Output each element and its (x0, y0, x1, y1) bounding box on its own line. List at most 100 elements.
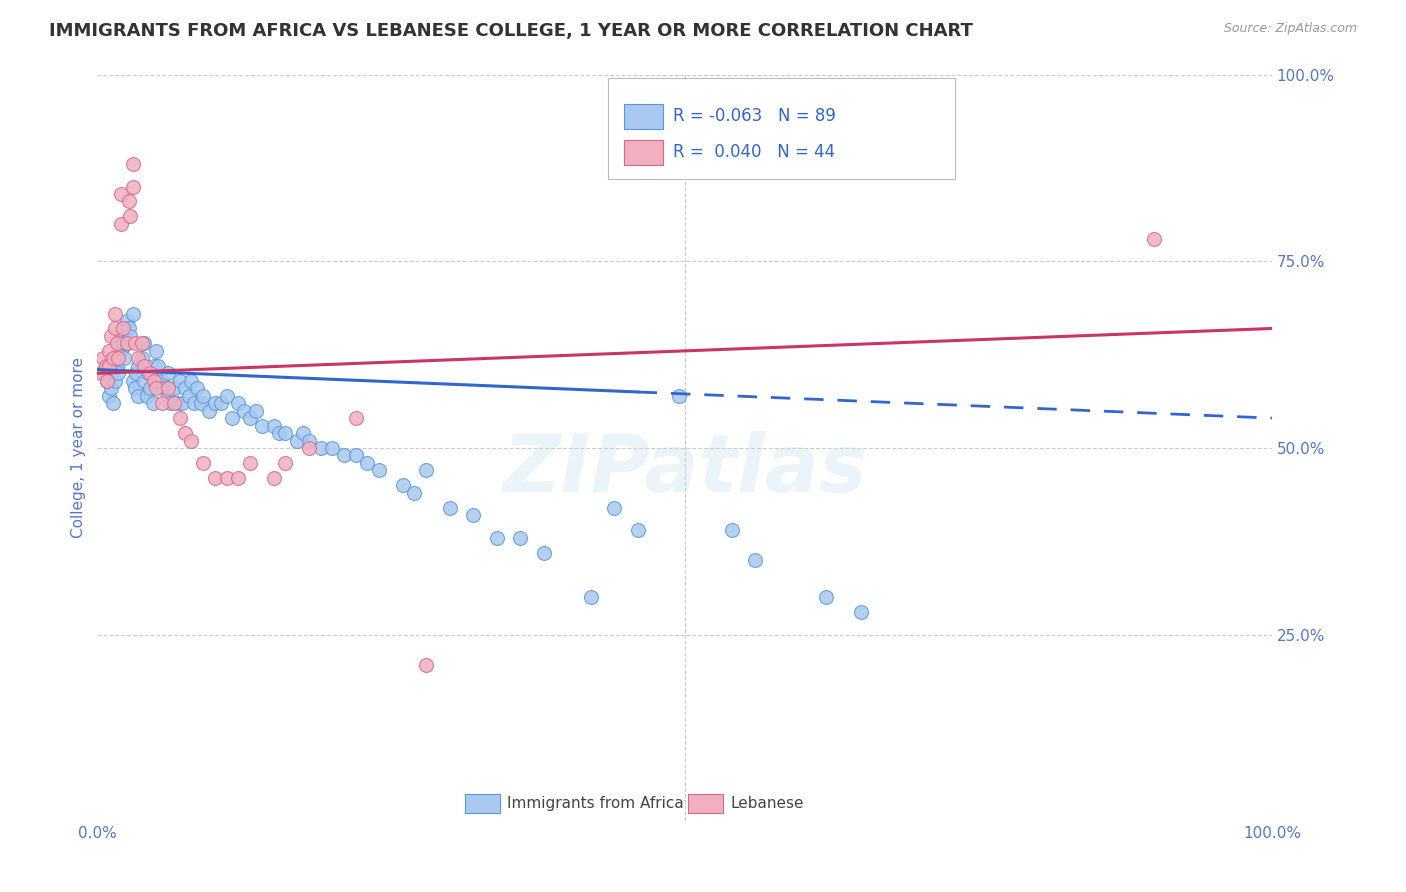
Point (112, 336, 135, 351)
Text: Source: ZipAtlas.com: Source: ZipAtlas.com (1223, 22, 1357, 36)
Point (415, 463, 437, 477)
Point (145, 343, 167, 358)
Point (174, 381, 197, 395)
Point (125, 366, 148, 380)
Point (104, 321, 127, 335)
FancyBboxPatch shape (465, 794, 501, 814)
Point (91, 351, 114, 366)
Point (131, 336, 153, 351)
Point (112, 351, 135, 366)
Point (105, 359, 128, 373)
Point (439, 500, 461, 515)
Point (298, 434, 321, 448)
Point (1143, 232, 1166, 246)
Point (344, 449, 367, 463)
Point (245, 403, 267, 417)
Point (274, 425, 297, 440)
Point (156, 381, 179, 395)
Point (110, 217, 132, 231)
Point (153, 381, 176, 395)
Point (101, 351, 124, 366)
Point (107, 366, 129, 380)
Point (135, 389, 157, 403)
Point (156, 366, 179, 380)
Point (274, 456, 297, 470)
Point (163, 396, 186, 410)
Point (98, 359, 121, 373)
Point (215, 471, 238, 485)
Point (814, 591, 837, 605)
Text: ZIPatlas: ZIPatlas (502, 432, 868, 509)
Point (148, 359, 170, 373)
Point (134, 336, 156, 351)
Point (285, 434, 308, 448)
Point (112, 321, 135, 335)
Point (101, 396, 124, 410)
Point (356, 456, 378, 470)
Point (127, 359, 149, 373)
Point (415, 657, 437, 672)
Point (121, 374, 143, 388)
Point (668, 389, 690, 403)
Point (177, 389, 200, 403)
Point (183, 396, 205, 410)
Point (120, 329, 142, 343)
Point (115, 336, 138, 351)
Point (744, 553, 766, 567)
Point (118, 321, 141, 335)
Point (110, 343, 132, 358)
Point (263, 471, 285, 485)
Point (96, 374, 118, 388)
Point (150, 396, 173, 410)
Point (100, 381, 122, 395)
FancyBboxPatch shape (623, 103, 664, 129)
Point (163, 381, 186, 395)
Point (190, 396, 212, 410)
Point (127, 351, 149, 366)
Point (139, 366, 162, 380)
Point (344, 411, 367, 425)
Point (186, 381, 208, 395)
Point (333, 449, 356, 463)
Point (263, 418, 285, 433)
Point (90, 366, 112, 380)
Point (121, 157, 143, 171)
Point (239, 456, 262, 470)
Point (209, 396, 232, 410)
Point (250, 418, 273, 433)
FancyBboxPatch shape (609, 78, 955, 179)
Point (166, 396, 188, 410)
Point (269, 425, 291, 440)
Point (174, 425, 197, 440)
Text: R = -0.063   N = 89: R = -0.063 N = 89 (673, 107, 835, 126)
Point (180, 374, 202, 388)
Text: R =  0.040   N = 44: R = 0.040 N = 44 (673, 144, 835, 161)
FancyBboxPatch shape (688, 794, 723, 814)
Point (321, 441, 343, 455)
Point (142, 396, 165, 410)
Point (115, 336, 138, 351)
Point (115, 314, 138, 328)
Point (169, 411, 191, 425)
Point (145, 381, 167, 395)
Point (226, 396, 249, 410)
Point (221, 411, 243, 425)
Point (100, 329, 122, 343)
Point (226, 471, 249, 485)
Point (298, 441, 321, 455)
Point (139, 381, 162, 395)
Point (156, 389, 179, 403)
Point (98, 359, 121, 373)
Point (145, 374, 167, 388)
Point (124, 381, 146, 395)
Point (603, 500, 626, 515)
Point (368, 463, 391, 477)
Point (720, 523, 742, 537)
Point (627, 523, 650, 537)
Point (104, 351, 127, 366)
Point (204, 471, 226, 485)
Point (131, 351, 153, 366)
Y-axis label: College, 1 year or more: College, 1 year or more (72, 358, 86, 539)
Point (110, 187, 132, 202)
Point (142, 374, 165, 388)
